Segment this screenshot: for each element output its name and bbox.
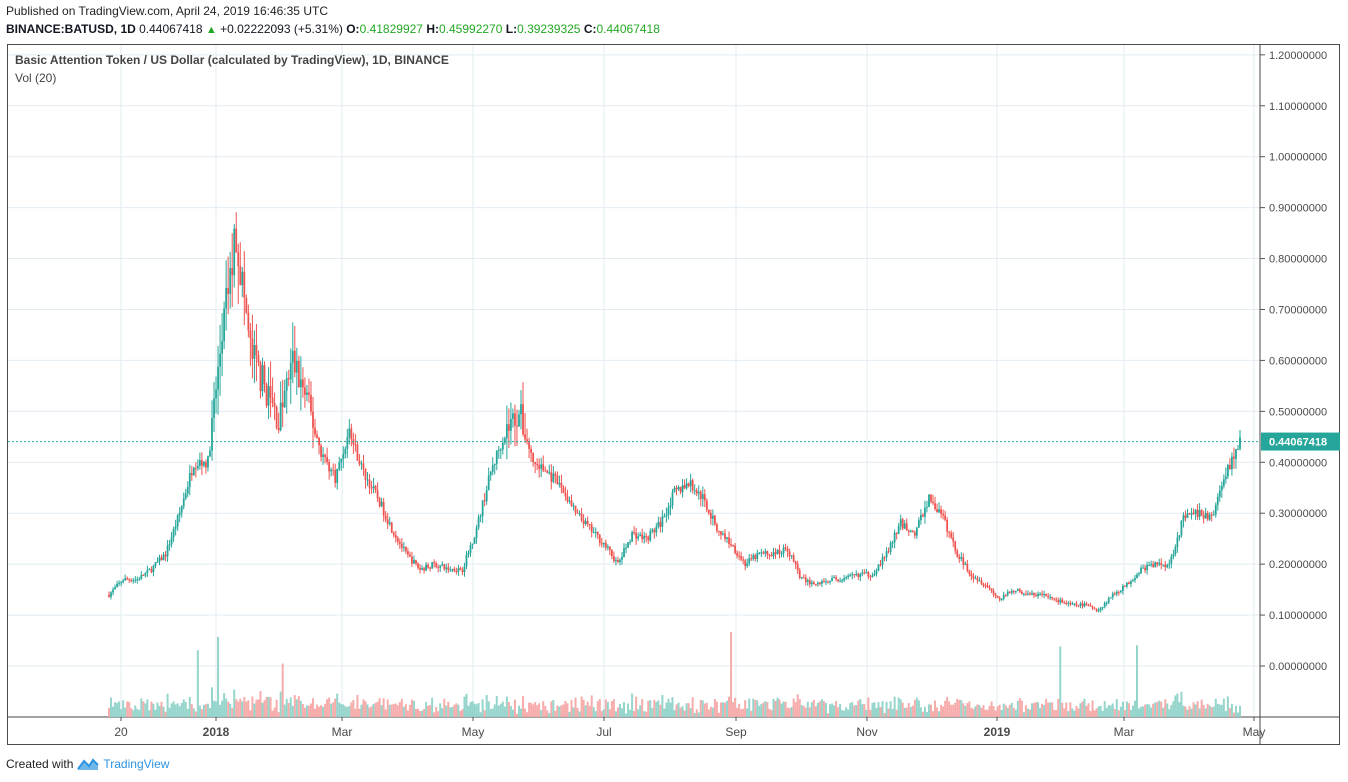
time-axis-tick: Jul bbox=[596, 725, 611, 739]
time-axis-tick: 2018 bbox=[203, 725, 230, 739]
chart-frame[interactable] bbox=[7, 44, 1340, 745]
high-label: H: bbox=[426, 22, 439, 36]
time-axis-tick: Mar bbox=[1114, 725, 1135, 739]
tradingview-link[interactable]: TradingView bbox=[103, 757, 170, 771]
close-value: 0.44067418 bbox=[596, 22, 660, 36]
high-value: 0.45992270 bbox=[438, 22, 503, 36]
symbol-legend: BINANCE:BATUSD, 1D 0.44067418 ▲ +0.02222… bbox=[6, 22, 660, 36]
price-axis-tick: 0.30000000 bbox=[1269, 508, 1327, 520]
time-axis-tick: Mar bbox=[332, 725, 353, 739]
price-axis-tick: 0.20000000 bbox=[1269, 559, 1327, 571]
price-axis-tick: 1.10000000 bbox=[1269, 101, 1327, 113]
time-axis-tick: 20 bbox=[114, 725, 128, 739]
price-axis-tick: 0.50000000 bbox=[1269, 406, 1327, 418]
close-label: C: bbox=[583, 22, 597, 36]
price-axis-tick: 0.90000000 bbox=[1269, 203, 1327, 215]
low-label: L: bbox=[505, 22, 518, 36]
price-axis-tick: 1.00000000 bbox=[1269, 152, 1327, 164]
volume-indicator-label[interactable]: Vol (20) bbox=[15, 71, 57, 85]
price-axis-tick: 0.10000000 bbox=[1269, 610, 1327, 622]
time-axis-tick: May bbox=[462, 725, 485, 739]
price-axis-tick: 1.20000000 bbox=[1269, 50, 1327, 62]
time-axis-tick: Sep bbox=[725, 725, 747, 739]
price-axis-tick: 0.70000000 bbox=[1269, 304, 1327, 316]
price-axis-tick: 0.00000000 bbox=[1269, 661, 1327, 673]
current-price-tag bbox=[1261, 432, 1340, 451]
price-axis-tick: 0.60000000 bbox=[1269, 355, 1327, 367]
published-info: Published on TradingView.com, April 24, … bbox=[6, 4, 328, 18]
price-axis-tick: 0.80000000 bbox=[1269, 254, 1327, 266]
last-price: 0.44067418 bbox=[139, 22, 203, 36]
price-axis-tick: 0.40000000 bbox=[1269, 457, 1327, 469]
symbol-name: BINANCE:BATUSD, 1D bbox=[6, 22, 136, 36]
tradingview-logo-icon bbox=[77, 758, 100, 770]
footer: Created with TradingView bbox=[6, 757, 169, 771]
time-axis-tick: May bbox=[1243, 725, 1266, 739]
open-value: 0.41829927 bbox=[359, 22, 423, 36]
low-value: 0.39239325 bbox=[517, 22, 581, 36]
up-arrow-icon: ▲ bbox=[205, 24, 217, 36]
open-label: O: bbox=[346, 22, 360, 36]
chart-title: Basic Attention Token / US Dollar (calcu… bbox=[15, 53, 449, 67]
created-with-text: Created with bbox=[6, 757, 74, 771]
time-axis-tick: 2019 bbox=[984, 725, 1011, 739]
time-axis-tick: Nov bbox=[856, 725, 877, 739]
price-change: +0.02222093 (+5.31%) bbox=[220, 22, 343, 36]
current-price-label: 0.44067418 bbox=[1269, 437, 1327, 449]
